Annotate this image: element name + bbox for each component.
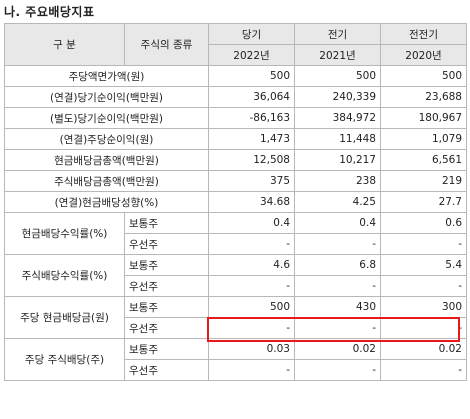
row-label: (연결)현금배당성향(%) (4, 191, 209, 213)
cell-value: 34.68 (208, 191, 295, 213)
header-row-periods: 구 분 주식의 종류 당기 전기 전전기 (4, 23, 467, 66)
cell-value: - (380, 317, 467, 339)
cell-value: 500 (208, 296, 295, 318)
cell-value: - (294, 275, 381, 297)
cell-value: - (294, 359, 381, 381)
group-label: 주당 주식배당(주) (4, 338, 125, 381)
table-row: (연결)주당순이익(원) 1,473 11,448 1,079 (4, 128, 467, 150)
cell-value: - (208, 317, 295, 339)
header-gubun: 구 분 (4, 23, 125, 66)
cell-value: 238 (294, 170, 381, 192)
cell-value: 4.6 (208, 254, 295, 276)
cell-value: 500 (294, 65, 381, 87)
cell-value: 1,473 (208, 128, 295, 150)
stock-type-label: 보통주 (124, 254, 209, 276)
cell-value: - (380, 359, 467, 381)
row-label: (연결)당기순이익(백만원) (4, 86, 209, 108)
cell-value: 500 (380, 65, 467, 87)
row-label: 주식배당금총액(백만원) (4, 170, 209, 192)
cell-value: 500 (208, 65, 295, 87)
group-label: 현금배당수익률(%) (4, 212, 125, 255)
table-row: 주당 현금배당금(원) 보통주 500 430 300 (4, 296, 467, 339)
header-year: 2021년 (294, 44, 381, 66)
cell-value: 0.4 (208, 212, 295, 234)
dividend-table: 구 분 주식의 종류 당기 전기 전전기 2022년 2021년 2020년 주… (4, 23, 467, 381)
cell-value: 180,967 (380, 107, 467, 129)
header-year: 2022년 (208, 44, 295, 66)
row-label: (별도)당기순이익(백만원) (4, 107, 209, 129)
section-title: 나. 주요배당지표 (4, 5, 95, 19)
table-row: 우선주 - - - (5, 317, 467, 339)
table-row: (연결)현금배당성향(%) 34.68 4.25 27.7 (4, 191, 467, 213)
cell-value: - (380, 233, 467, 255)
cell-value: - (380, 275, 467, 297)
stock-type-label: 우선주 (124, 275, 209, 297)
row-label: 주당액면가액(원) (4, 65, 209, 87)
cell-value: 300 (380, 296, 467, 318)
cell-value: 10,217 (294, 149, 381, 171)
table-row: 우선주 - - - (5, 275, 467, 297)
stock-type-label: 보통주 (124, 296, 209, 318)
header-stock-type: 주식의 종류 (124, 23, 209, 66)
header-period: 전전기 (380, 23, 467, 45)
row-label: (연결)주당순이익(원) (4, 128, 209, 150)
cell-value: 5.4 (380, 254, 467, 276)
cell-value: 219 (380, 170, 467, 192)
header-period: 전기 (294, 23, 381, 45)
cell-value: 12,508 (208, 149, 295, 171)
group-label: 주당 현금배당금(원) (4, 296, 125, 339)
group-label: 주식배당수익률(%) (4, 254, 125, 297)
cell-value: 4.25 (294, 191, 381, 213)
header-year: 2020년 (380, 44, 467, 66)
cell-value: 36,064 (208, 86, 295, 108)
table-row: (별도)당기순이익(백만원) -86,163 384,972 180,967 (4, 107, 467, 129)
cell-value: - (208, 233, 295, 255)
table-row: 현금배당수익률(%) 보통주 0.4 0.4 0.6 (4, 212, 467, 255)
cell-value: 430 (294, 296, 381, 318)
cell-value: 6.8 (294, 254, 381, 276)
header-row-years: 2022년 2021년 2020년 (5, 44, 467, 66)
cell-value: 11,448 (294, 128, 381, 150)
cell-value: 0.02 (380, 338, 467, 360)
table-row: 주당액면가액(원) 500 500 500 (4, 65, 467, 87)
cell-value: 1,079 (380, 128, 467, 150)
cell-value: 0.02 (294, 338, 381, 360)
cell-value: -86,163 (208, 107, 295, 129)
stock-type-label: 우선주 (124, 317, 209, 339)
cell-value: 375 (208, 170, 295, 192)
stock-type-label: 보통주 (124, 338, 209, 360)
row-label: 현금배당금총액(백만원) (4, 149, 209, 171)
cell-value: 0.03 (208, 338, 295, 360)
header-period: 당기 (208, 23, 295, 45)
stock-type-label: 우선주 (124, 233, 209, 255)
stock-type-label: 보통주 (124, 212, 209, 234)
cell-value: 23,688 (380, 86, 467, 108)
cell-value: 240,339 (294, 86, 381, 108)
table-row: (연결)당기순이익(백만원) 36,064 240,339 23,688 (4, 86, 467, 108)
cell-value: 6,561 (380, 149, 467, 171)
table-row: 주식배당수익률(%) 보통주 4.6 6.8 5.4 (4, 254, 467, 297)
cell-value: - (208, 275, 295, 297)
cell-value: 384,972 (294, 107, 381, 129)
cell-value: - (294, 233, 381, 255)
stock-type-label: 우선주 (124, 359, 209, 381)
cell-value: 0.4 (294, 212, 381, 234)
table-row: 현금배당금총액(백만원) 12,508 10,217 6,561 (4, 149, 467, 171)
cell-value: 0.6 (380, 212, 467, 234)
table-row: 주식배당금총액(백만원) 375 238 219 (4, 170, 467, 192)
cell-value: 27.7 (380, 191, 467, 213)
table-row: 우선주 - - - (5, 359, 467, 381)
cell-value: - (208, 359, 295, 381)
table-row: 주당 주식배당(주) 보통주 0.03 0.02 0.02 (4, 338, 467, 381)
cell-value: - (294, 317, 381, 339)
